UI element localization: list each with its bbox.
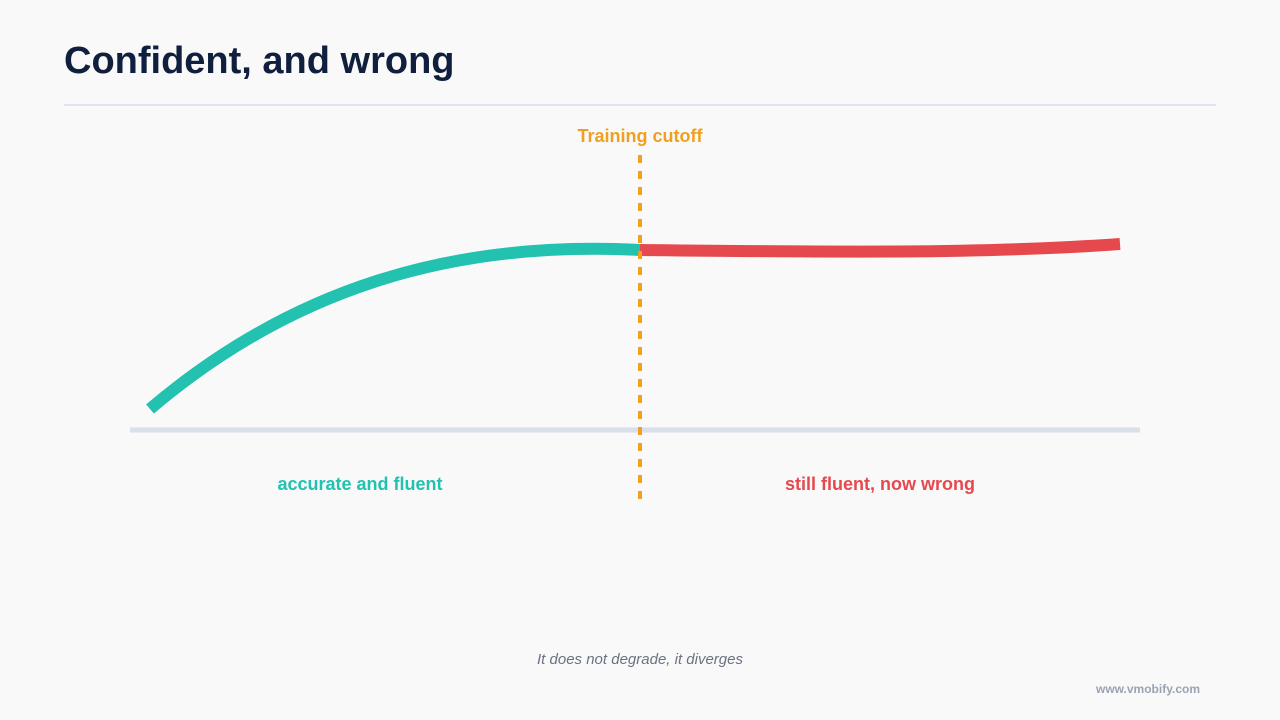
slide-title: Confident, and wrong (64, 40, 455, 82)
wrong-label: still fluent, now wrong (785, 474, 975, 494)
brand-watermark: www.vmobify.com (1095, 682, 1200, 696)
accurate-curve (146, 242, 641, 414)
wrong-curve (639, 238, 1121, 258)
title-divider (64, 104, 1216, 106)
cutoff-label: Training cutoff (578, 126, 704, 146)
accurate-label: accurate and fluent (277, 474, 442, 494)
slide-caption: It does not degrade, it diverges (537, 651, 743, 668)
